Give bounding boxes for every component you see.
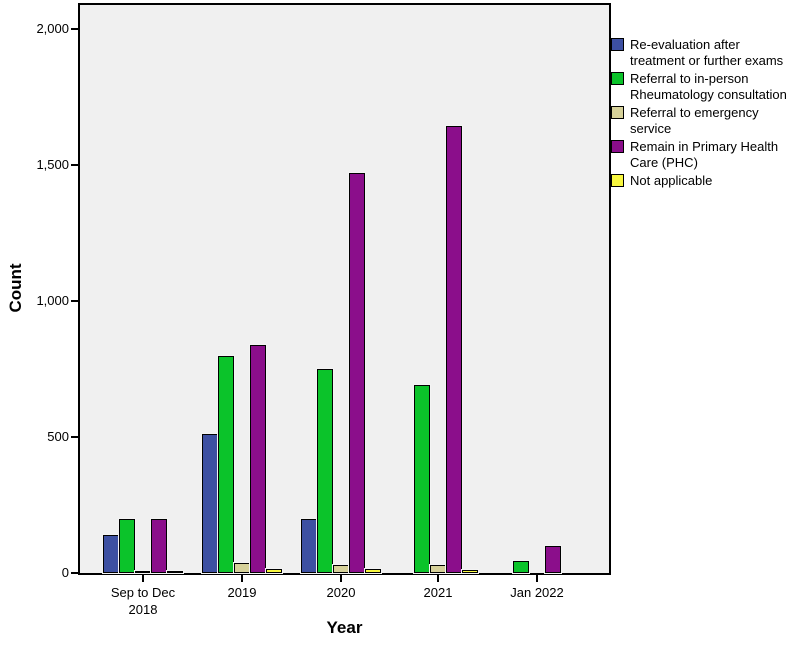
y-axis-tick <box>71 572 78 574</box>
bar <box>151 519 167 573</box>
bar <box>301 519 317 573</box>
bar <box>365 569 381 573</box>
bar <box>545 546 561 573</box>
legend-swatch <box>611 106 624 119</box>
bar <box>167 571 183 573</box>
y-axis-tick <box>71 28 78 30</box>
y-tick-label: 500 <box>47 429 69 444</box>
bar <box>103 535 119 573</box>
legend-item: Re-evaluation after treatment or further… <box>611 37 799 69</box>
bar <box>218 356 234 573</box>
bar <box>135 571 151 573</box>
bar <box>202 434 218 573</box>
bar <box>250 345 266 573</box>
bar <box>317 369 333 573</box>
y-axis-tick <box>71 164 78 166</box>
y-tick-label: 0 <box>61 565 69 580</box>
y-tick-label: 1,000 <box>36 293 69 308</box>
legend-label: Remain in Primary Health Care (PHC) <box>630 139 779 170</box>
plot-area <box>78 3 611 575</box>
bar <box>513 561 529 573</box>
legend-swatch <box>611 38 624 51</box>
legend-item: Not applicable <box>611 173 799 189</box>
legend-label: Referral to in-person Rheumatology consu… <box>630 71 787 102</box>
x-tick-label: 2021 <box>423 585 453 600</box>
bar <box>430 565 446 573</box>
legend-item: Referral to emergency service <box>611 105 799 137</box>
x-axis-tick <box>340 575 342 582</box>
x-axis-tick <box>536 575 538 582</box>
bar <box>266 569 282 573</box>
x-tick-label: 2019 <box>227 585 257 600</box>
x-axis-tick <box>241 575 243 582</box>
legend-item: Referral to in-person Rheumatology consu… <box>611 71 799 103</box>
legend-swatch <box>611 72 624 85</box>
legend: Re-evaluation after treatment or further… <box>611 37 799 191</box>
bar <box>446 126 462 573</box>
legend-swatch <box>611 140 624 153</box>
bar <box>234 563 250 573</box>
legend-label: Referral to emergency service <box>630 105 759 136</box>
bar <box>462 570 478 573</box>
y-axis-tick <box>71 436 78 438</box>
x-axis-title: Year <box>326 618 363 637</box>
y-axis-title: Count <box>6 263 25 313</box>
bar <box>333 565 349 573</box>
legend-label: Re-evaluation after treatment or further… <box>630 37 784 68</box>
y-axis-tick <box>71 300 78 302</box>
y-tick-label: 2,000 <box>36 21 69 36</box>
bar <box>349 173 365 573</box>
x-tick-label: Sep to Dec 2018 <box>110 585 176 617</box>
bar <box>119 519 135 573</box>
x-tick-label: 2020 <box>326 585 356 600</box>
x-axis-tick <box>437 575 439 582</box>
legend-label: Not applicable <box>630 173 713 188</box>
legend-swatch <box>611 174 624 187</box>
x-axis-tick <box>142 575 144 582</box>
x-tick-label: Jan 2022 <box>510 585 564 600</box>
legend-item: Remain in Primary Health Care (PHC) <box>611 139 799 171</box>
y-tick-label: 1,500 <box>36 157 69 172</box>
bar <box>414 385 430 573</box>
